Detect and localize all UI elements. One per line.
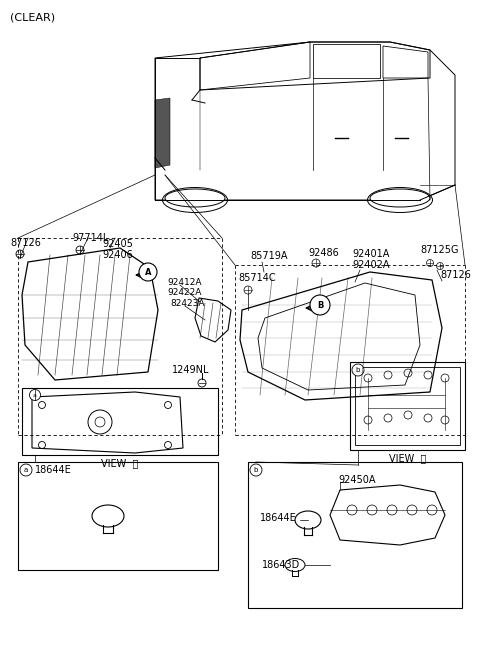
Text: 85714C: 85714C xyxy=(238,273,276,283)
Circle shape xyxy=(310,295,330,315)
Text: 92406: 92406 xyxy=(102,250,133,260)
Text: 87126: 87126 xyxy=(440,270,471,280)
Ellipse shape xyxy=(165,189,225,207)
Text: 18644E: 18644E xyxy=(35,465,72,475)
Text: 92486: 92486 xyxy=(308,248,339,258)
Text: 92422A: 92422A xyxy=(167,287,202,297)
Circle shape xyxy=(139,263,157,281)
Text: A: A xyxy=(145,267,151,277)
Text: a: a xyxy=(33,392,37,398)
Text: 82423A: 82423A xyxy=(170,299,204,307)
Circle shape xyxy=(352,364,364,376)
Text: 92412A: 92412A xyxy=(167,277,202,287)
Text: 92401A: 92401A xyxy=(352,249,389,259)
Text: 18644E: 18644E xyxy=(260,513,297,523)
Text: VIEW  Ⓐ: VIEW Ⓐ xyxy=(101,458,139,468)
Circle shape xyxy=(250,464,262,476)
Text: 85719A: 85719A xyxy=(250,251,288,261)
Circle shape xyxy=(29,390,40,400)
Text: b: b xyxy=(356,367,360,373)
Polygon shape xyxy=(155,98,170,168)
Ellipse shape xyxy=(370,189,430,207)
Text: B: B xyxy=(317,301,323,309)
Circle shape xyxy=(20,464,32,476)
Text: 92450A: 92450A xyxy=(338,475,375,485)
Text: 1249NL: 1249NL xyxy=(172,365,209,375)
Text: 97714L: 97714L xyxy=(72,233,108,243)
Text: 87125G: 87125G xyxy=(420,245,458,255)
Text: 18643D: 18643D xyxy=(262,560,300,570)
Text: 92405: 92405 xyxy=(102,239,133,249)
Text: 87126: 87126 xyxy=(10,238,41,248)
Text: (CLEAR): (CLEAR) xyxy=(10,12,55,22)
Text: VIEW  Ⓑ: VIEW Ⓑ xyxy=(389,453,427,463)
Text: 92402A: 92402A xyxy=(352,260,389,270)
Text: b: b xyxy=(254,467,258,473)
Text: a: a xyxy=(24,467,28,473)
